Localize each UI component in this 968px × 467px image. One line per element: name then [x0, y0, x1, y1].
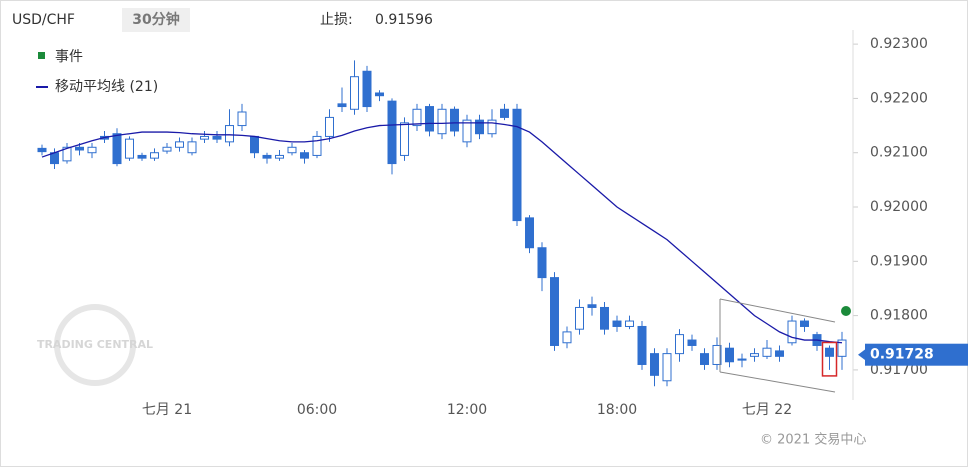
- candle-body: [737, 358, 747, 361]
- candle-body: [175, 141, 184, 148]
- candle-body: [762, 347, 772, 357]
- candle-body: [625, 320, 634, 327]
- event-marker: [841, 306, 851, 316]
- candle-body: [712, 344, 722, 365]
- watermark: TRADING CENTRAL: [37, 338, 153, 351]
- candle-body: [87, 146, 97, 154]
- candle-body: [575, 306, 584, 330]
- candle-body: [400, 122, 409, 156]
- interval-bg: [122, 8, 190, 32]
- candle-body: [237, 111, 247, 127]
- candle-body: [450, 108, 459, 132]
- x-tick-label: 12:00: [447, 402, 487, 418]
- candle-body: [375, 92, 384, 97]
- candle-body: [650, 353, 659, 376]
- candle-body: [550, 277, 559, 346]
- candle-body: [725, 347, 734, 363]
- symbol: USD/CHF: [12, 12, 75, 28]
- candle-body: [387, 100, 397, 165]
- candle-body: [350, 76, 359, 110]
- candle-body: [200, 135, 209, 140]
- y-tick-label: 0.92200: [870, 90, 928, 106]
- y-tick-label: 0.92100: [870, 145, 928, 161]
- plot: [37, 60, 847, 387]
- candle-body: [825, 347, 834, 357]
- legend-event[interactable]: 事件: [55, 49, 83, 65]
- candle-body: [325, 116, 334, 137]
- price-label: 0.91728: [870, 347, 934, 363]
- candle-body: [525, 217, 534, 249]
- candle-body: [112, 133, 122, 165]
- candle-body: [600, 306, 609, 330]
- candle-body: [675, 334, 684, 355]
- legend-swatch: [38, 52, 45, 59]
- candle-body: [425, 106, 434, 132]
- candle-body: [487, 119, 497, 135]
- candle-body: [225, 125, 234, 143]
- candle-body: [775, 350, 784, 357]
- candle-body: [300, 152, 309, 159]
- stop-loss: 0.91596: [375, 12, 433, 28]
- candle-body: [150, 152, 159, 159]
- candle-body: [337, 103, 347, 108]
- candle-body: [787, 320, 797, 344]
- candle-body: [562, 331, 572, 344]
- candle-body: [462, 119, 472, 143]
- candle-body: [475, 119, 484, 135]
- x-tick-label: 18:00: [597, 402, 637, 418]
- x-tick-label: 06:00: [297, 402, 337, 418]
- stop-loss-label: 止损:: [320, 12, 353, 28]
- y-tick-label: 0.92000: [870, 199, 928, 215]
- candle-body: [612, 320, 622, 327]
- candle-body: [537, 247, 547, 279]
- candle-body: [137, 154, 147, 159]
- price-tag: [865, 343, 968, 366]
- candle-body: [125, 138, 134, 159]
- candle-body: [500, 108, 509, 118]
- candle-body: [212, 135, 222, 140]
- candle-body: [75, 146, 84, 151]
- candle-body: [800, 320, 809, 327]
- candle-body: [312, 135, 322, 156]
- x-tick-label: 七月 22: [742, 402, 792, 418]
- x-tick-label: 七月 21: [142, 402, 192, 418]
- candle-body: [662, 353, 672, 382]
- y-tick-label: 0.91800: [870, 308, 928, 324]
- candle-body: [687, 339, 697, 346]
- candle-body: [262, 154, 272, 159]
- watermark-ring: [54, 304, 136, 386]
- interval[interactable]: 30分钟: [132, 11, 179, 28]
- candle-body: [750, 353, 759, 357]
- candle-body: [837, 339, 847, 357]
- candle-body: [362, 70, 372, 108]
- pattern-line: [719, 371, 836, 393]
- candle-body: [587, 304, 597, 308]
- candle-body: [37, 147, 47, 153]
- candle-body: [512, 108, 522, 222]
- candle-body: [250, 135, 259, 154]
- candle-body: [637, 325, 647, 365]
- candle-body: [187, 141, 197, 154]
- pattern-line: [719, 298, 836, 323]
- candle-body: [437, 108, 447, 135]
- copyright: © 2021 交易中心: [760, 432, 866, 448]
- signal-box: [821, 341, 838, 377]
- y-tick-label: 0.91900: [870, 253, 928, 269]
- candle-body: [62, 146, 72, 162]
- candle-body: [700, 353, 709, 365]
- candle-body: [162, 146, 172, 152]
- price-pointer: [858, 348, 866, 361]
- candle-body: [412, 108, 422, 127]
- y-tick-label: 0.92300: [870, 36, 928, 52]
- candle-body: [275, 154, 284, 159]
- candle-body: [287, 146, 297, 154]
- ma-line: [41, 122, 843, 344]
- y-tick-label: 0.91700: [870, 362, 928, 378]
- legend-ma[interactable]: 移动平均线 (21): [55, 79, 158, 95]
